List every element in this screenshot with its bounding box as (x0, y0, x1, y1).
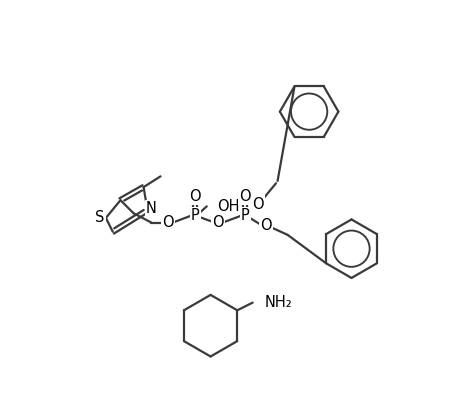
Text: P: P (241, 208, 250, 223)
Text: O: O (253, 196, 264, 211)
Text: N: N (146, 201, 157, 216)
Text: NH₂: NH₂ (264, 295, 292, 310)
Text: O: O (239, 189, 251, 204)
Text: O: O (163, 215, 174, 230)
Text: O: O (260, 218, 272, 233)
Text: S: S (95, 211, 104, 226)
Text: OH: OH (217, 199, 239, 214)
Text: P: P (191, 208, 200, 223)
Text: O: O (190, 189, 201, 204)
Text: O: O (212, 215, 224, 230)
